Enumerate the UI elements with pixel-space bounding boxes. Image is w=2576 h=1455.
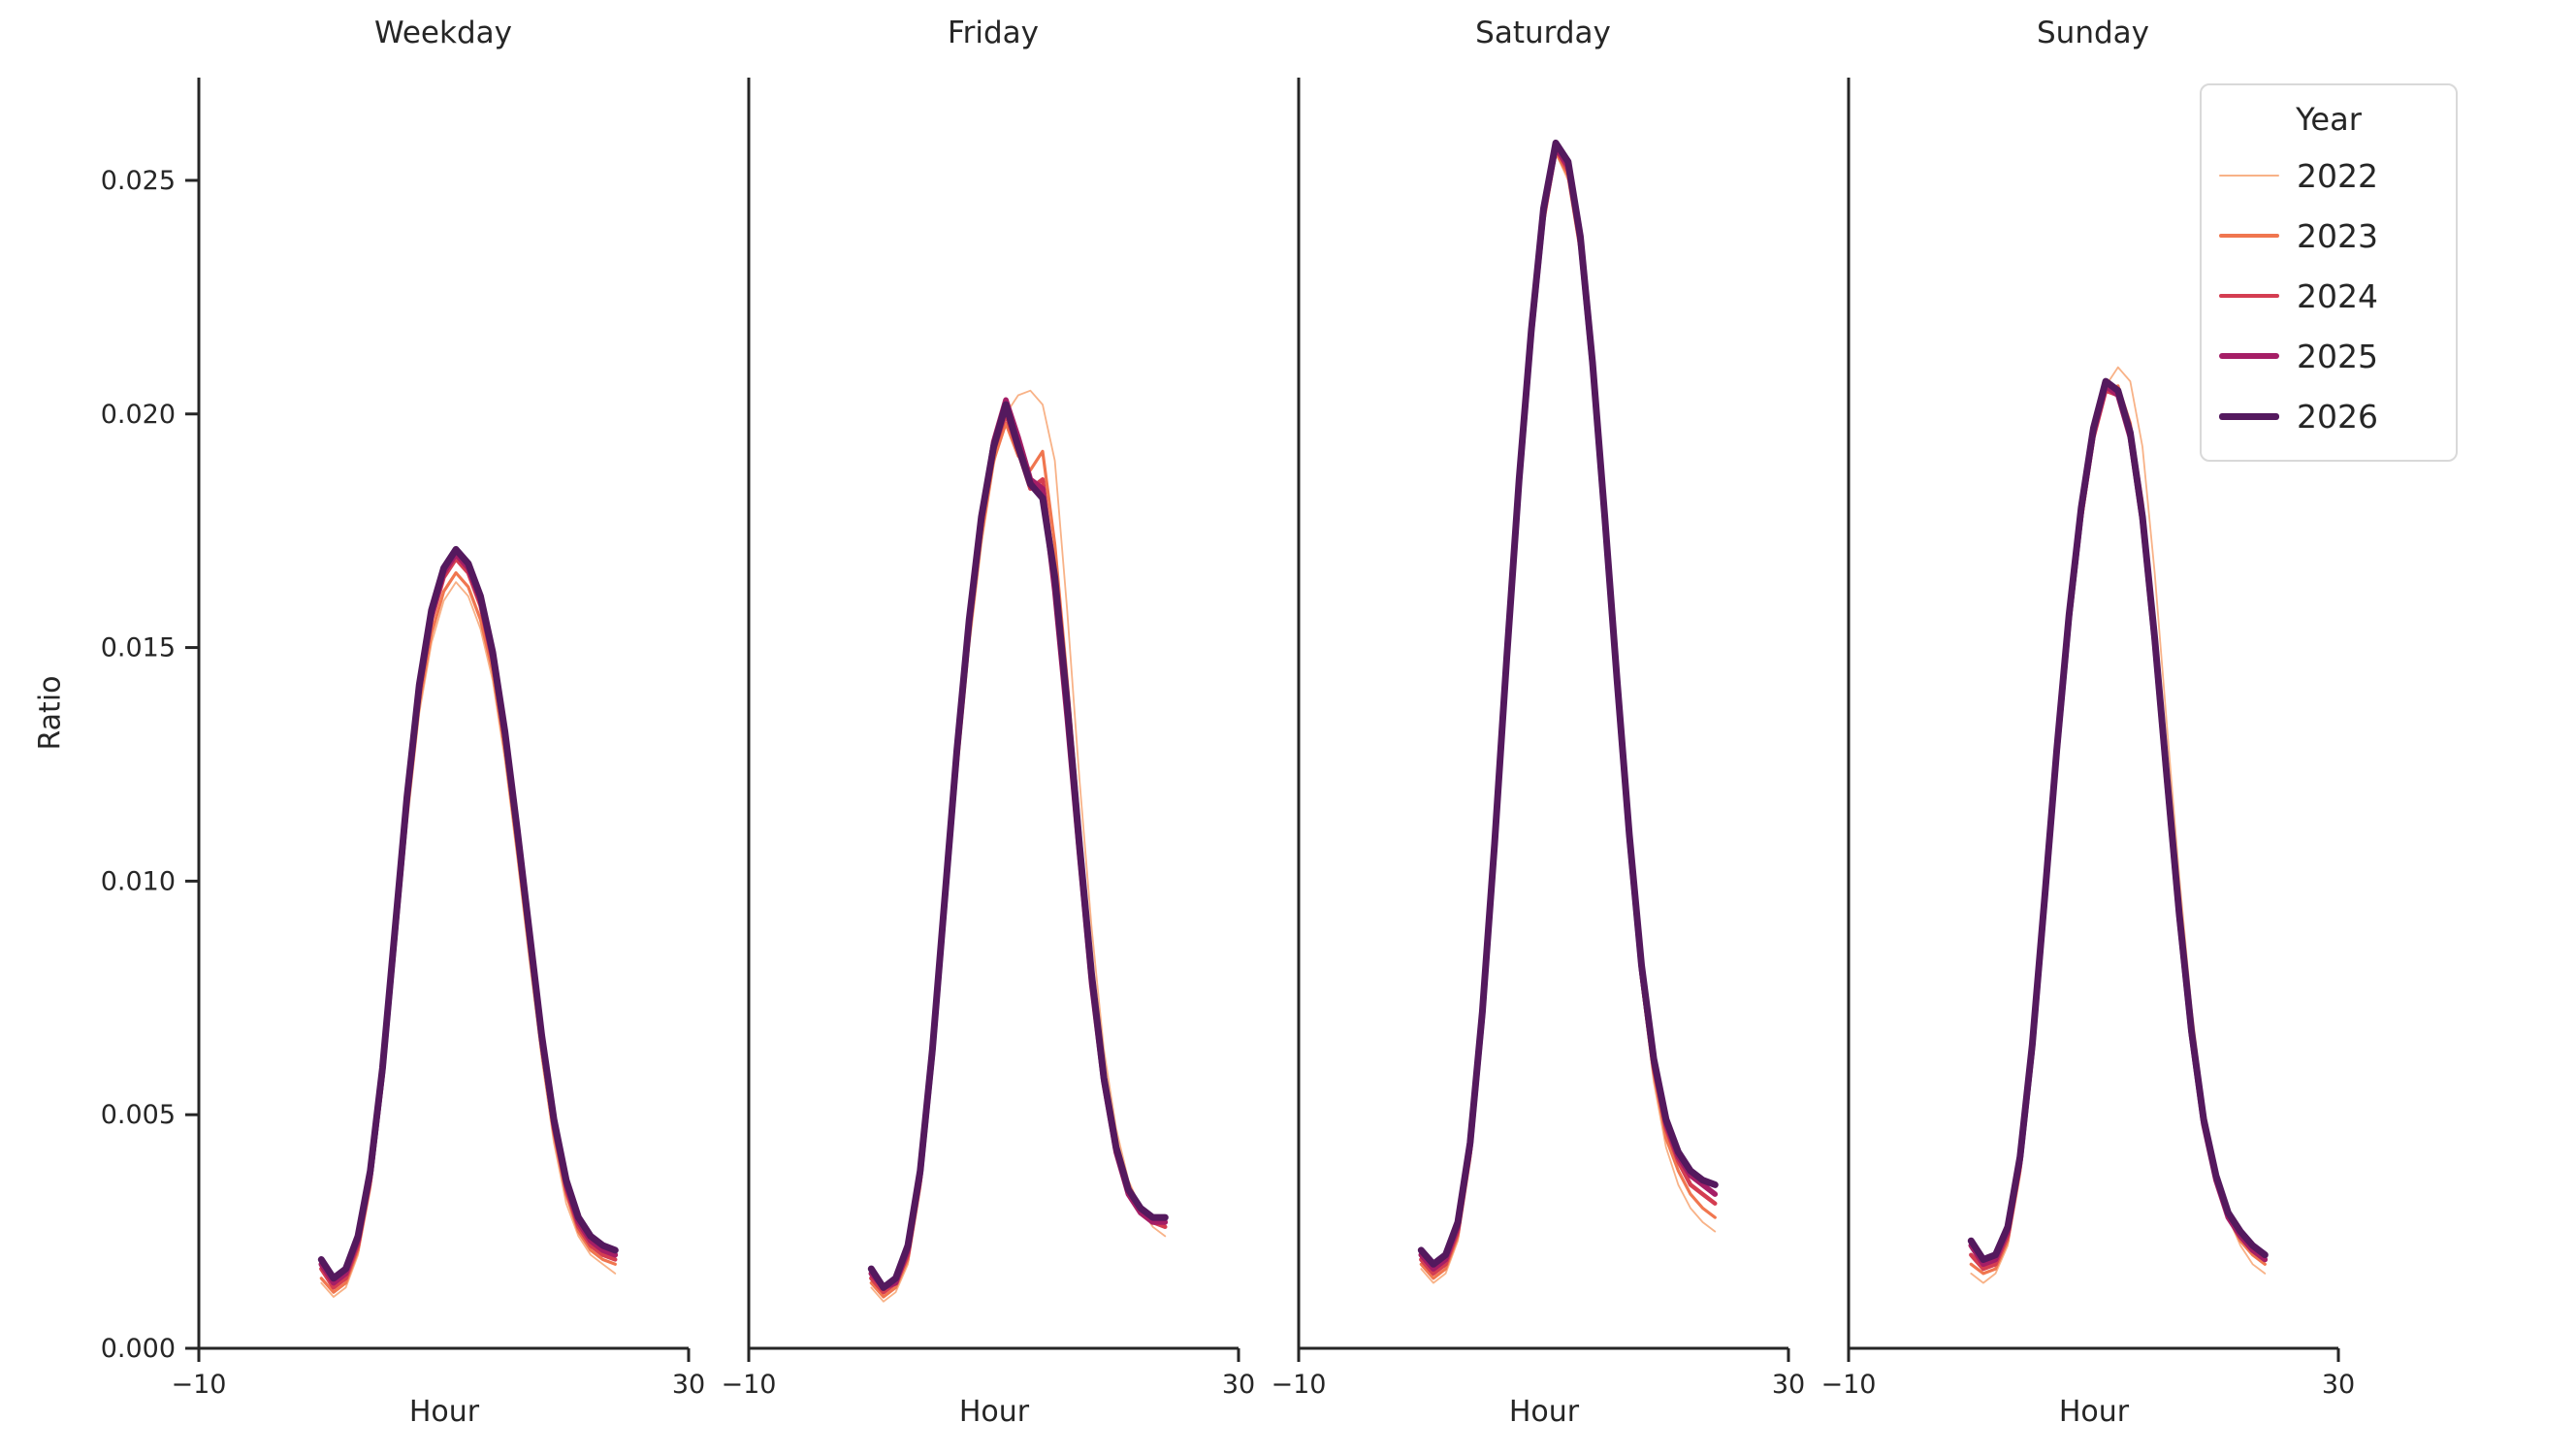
panel-3: −10 30 xyxy=(1821,78,2355,1400)
legend-entry-2026: 2026 xyxy=(2219,386,2438,446)
x-tick-label: 30 xyxy=(2322,1370,2355,1400)
legend-label-2026: 2026 xyxy=(2297,397,2378,436)
series-line-2024 xyxy=(319,556,618,1290)
x-axis-label-saturday: Hour xyxy=(1508,1395,1580,1429)
series-line-2024 xyxy=(1419,146,1718,1277)
legend-label-2023: 2023 xyxy=(2297,216,2378,255)
series-line-2022 xyxy=(1970,366,2267,1284)
legend-line-swatch-2024 xyxy=(2219,293,2279,299)
y-tick-label: 0.010 xyxy=(101,866,176,896)
panel-title-weekday: Weekday xyxy=(374,16,512,50)
legend-line-swatch-2023 xyxy=(2219,234,2279,238)
series-line-2026 xyxy=(1417,139,1719,1268)
legend-label-2022: 2022 xyxy=(2297,156,2378,195)
series-line-2026 xyxy=(1967,377,2269,1263)
x-tick-label: 30 xyxy=(672,1370,705,1400)
legend-label-2024: 2024 xyxy=(2297,276,2378,315)
legend-line-swatch-2022 xyxy=(2219,175,2279,177)
series-line-2024 xyxy=(1969,388,2268,1272)
series-line-2026 xyxy=(317,545,619,1282)
x-axis-label-weekday: Hour xyxy=(408,1395,480,1429)
legend-line-swatch-2025 xyxy=(2219,353,2279,359)
series-line-2025 xyxy=(1418,145,1719,1272)
legend-title: Year xyxy=(2296,101,2362,138)
legend-line-swatch-2026 xyxy=(2219,412,2279,420)
y-tick-label: 0.025 xyxy=(101,166,176,196)
x-tick-label: −10 xyxy=(1821,1370,1877,1400)
x-tick-label: 30 xyxy=(1222,1370,1255,1400)
x-tick-label: −10 xyxy=(722,1370,777,1400)
series-line-2025 xyxy=(318,551,619,1286)
series-line-2023 xyxy=(1419,150,1717,1280)
panel-title-friday: Friday xyxy=(948,16,1039,50)
legend-entry-2022: 2022 xyxy=(2219,146,2438,206)
y-axis-label: Ratio xyxy=(33,675,68,751)
panel-0: −10 30 0.000 0.005 0.010 0.015 0.020 0.025 xyxy=(101,78,705,1400)
panel-2: −10 30 xyxy=(1272,78,1805,1400)
legend: Year 2022 2023 2024 2025 2026 xyxy=(2200,83,2458,462)
x-tick-label: 30 xyxy=(1772,1370,1805,1400)
legend-entry-2023: 2023 xyxy=(2219,206,2438,266)
panel-title-sunday: Sunday xyxy=(2037,16,2149,50)
y-tick-label: 0.020 xyxy=(101,400,176,430)
series-line-2022 xyxy=(1420,151,1717,1284)
x-axis-label-friday: Hour xyxy=(958,1395,1030,1429)
series-line-2023 xyxy=(1969,384,2267,1276)
panel-1: −10 30 xyxy=(722,78,1255,1400)
panel-title-saturday: Saturday xyxy=(1475,16,1611,50)
x-tick-label: −10 xyxy=(172,1370,227,1400)
y-tick-label: 0.000 xyxy=(101,1334,176,1364)
legend-label-2025: 2025 xyxy=(2297,337,2378,375)
legend-entry-2025: 2025 xyxy=(2219,326,2438,386)
legend-entry-2024: 2024 xyxy=(2219,266,2438,326)
series-line-2026 xyxy=(867,401,1169,1291)
series-line-2025 xyxy=(1968,383,2269,1268)
y-tick-label: 0.015 xyxy=(101,633,176,663)
x-axis-label-sunday: Hour xyxy=(2058,1395,2130,1429)
x-tick-label: −10 xyxy=(1272,1370,1327,1400)
y-tick-label: 0.005 xyxy=(101,1100,176,1130)
